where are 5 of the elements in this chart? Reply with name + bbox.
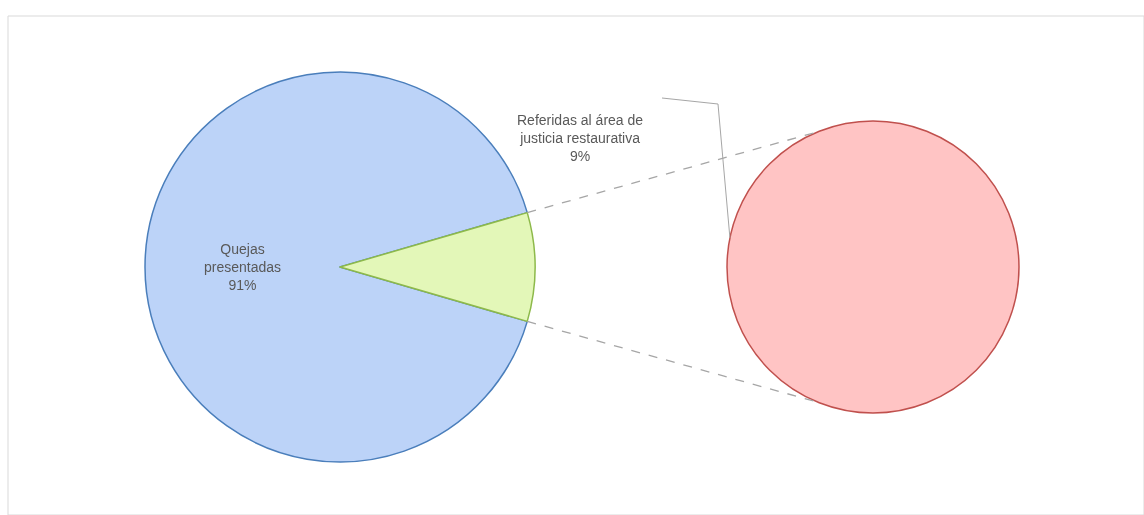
- slice-label: Referidas al área de justicia restaurativa: [517, 112, 644, 147]
- data-label: 9%: [569, 148, 591, 165]
- pie-slice: [339, 211, 536, 323]
- data-label: 91%: [228, 277, 257, 294]
- slice-label: Quejas presentadas: [203, 240, 282, 275]
